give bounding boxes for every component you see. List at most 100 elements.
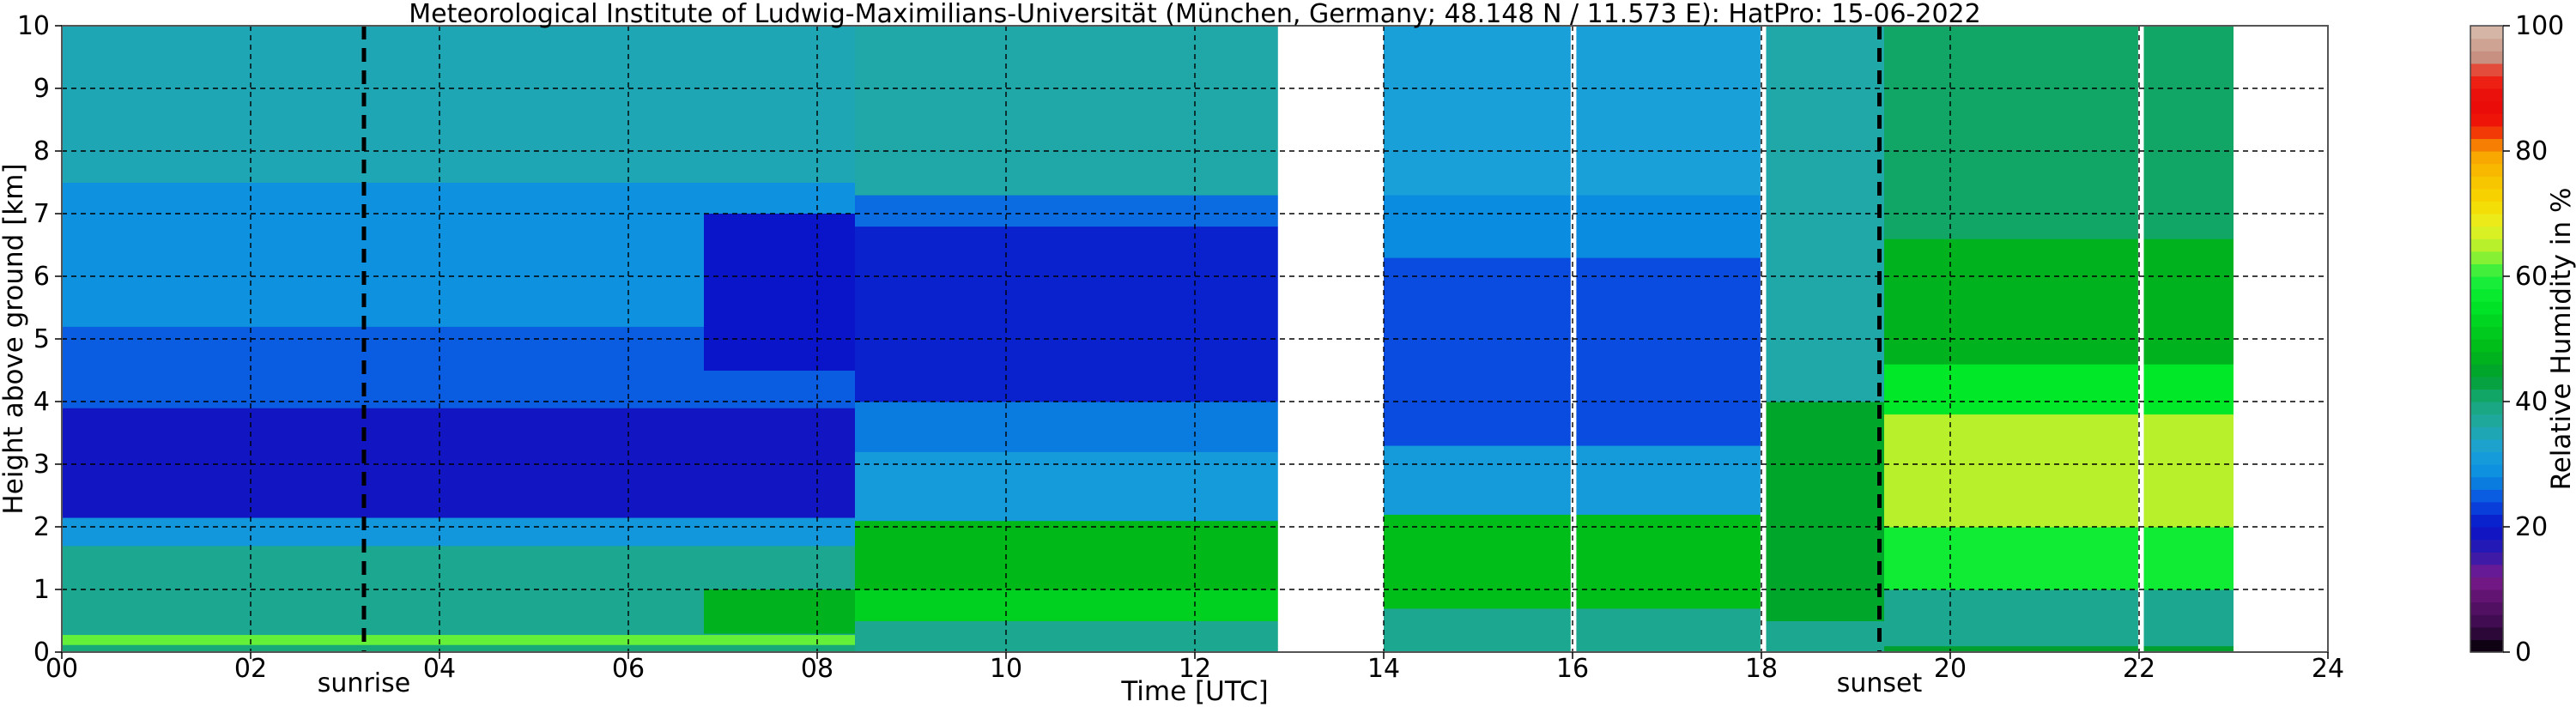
colorbar-segment [2470,226,2503,239]
y-tick-label: 1 [33,575,50,605]
colorbar-segment [2470,263,2503,277]
humidity-cell [1884,527,2234,590]
colorbar-tick-label: 40 [2515,387,2548,417]
humidity-cell [855,520,1279,590]
y-axis-label: Height above ground [km] [0,163,29,514]
colorbar-ticks: 0 20 40 60 80 100 [2503,11,2564,668]
colorbar-label: Relative Humidity in % [2546,188,2576,491]
grid-lines [62,26,2328,652]
colorbar-segment [2470,339,2503,353]
humidity-cell [855,589,1279,621]
x-tick-label: 00 [45,654,78,684]
colorbar-tick-label: 0 [2515,638,2531,668]
colorbar-segment [2470,313,2503,327]
colorbar-segment [2470,389,2503,402]
colorbar-segment [2470,464,2503,478]
humidity-cell [1884,26,2234,239]
colorbar-segment [2470,501,2503,515]
sun-marker-label: sunrise [318,668,410,698]
humidity-cell [1884,239,2234,365]
x-tick-label: 12 [1179,654,1211,684]
colorbar-segment [2470,214,2503,227]
colorbar-segment [2470,402,2503,415]
humidity-cell [704,214,856,371]
colorbar-segment [2470,276,2503,290]
x-tick-label: 20 [1934,654,1967,684]
humidity-cell [855,620,1279,652]
colorbar-segment [2470,176,2503,190]
humidity-cell [1766,402,1885,621]
colorbar-segment [2470,438,2503,452]
colorbar-segment [2470,514,2503,528]
colorbar-segment [2470,151,2503,165]
colorbar-segment [2470,301,2503,315]
colorbar-segment [2470,577,2503,590]
humidity-cell [1884,414,2234,528]
colorbar-segment [2470,326,2503,340]
x-tick-label: 18 [1745,654,1778,684]
humidity-cell [855,226,1279,402]
sun-marker-label: sunset [1837,668,1923,698]
humidity-cell [62,408,856,518]
colorbar-segment [2470,376,2503,390]
y-tick-label: 10 [17,11,50,41]
colorbar-segment [2470,76,2503,89]
colorbar-segment [2470,626,2503,640]
sun-markers: sunrise sunset [318,26,1923,698]
colorbar-segment [2470,188,2503,202]
colorbar-segment [2470,201,2503,215]
humidity-cell [855,402,1279,452]
colorbar-segment [2470,288,2503,302]
humidity-cell [1884,645,2234,652]
colorbar-segment [2470,138,2503,152]
colorbar-segment [2470,476,2503,490]
colorbar-segment [2470,564,2503,577]
y-tick-label: 6 [33,262,50,292]
colorbar-segment [2470,239,2503,252]
colorbar-segment [2470,489,2503,503]
colorbar-segment [2470,451,2503,465]
colorbar-tick-label: 80 [2515,136,2548,166]
colorbar-segment [2470,125,2503,139]
y-tick-label: 2 [33,512,50,542]
colorbar-tick-label: 60 [2515,262,2548,292]
colorbar-segment [2470,426,2503,440]
humidity-cell [1766,620,1885,652]
colorbar [2470,26,2503,653]
colorbar-segment [2470,639,2503,653]
x-tick-label: 24 [2312,654,2344,684]
humidity-cell [855,451,1279,522]
colorbar-segment [2470,113,2503,127]
colorbar-segment [2470,414,2503,427]
humidity-cell [62,517,856,547]
humidity-cell [62,634,856,645]
x-tick-label: 16 [1556,654,1589,684]
x-tick-label: 08 [801,654,833,684]
humidity-cell [1884,589,2234,647]
humidity-cell [1766,26,1885,402]
colorbar-segment [2470,601,2503,615]
humidity-cell [855,26,1279,196]
colorbar-segment [2470,614,2503,628]
colorbar-segment [2470,351,2503,365]
humidity-cell [62,26,856,183]
colorbar-tick-label: 100 [2515,11,2564,41]
colorbar-segment [2470,364,2503,378]
y-tick-label: 9 [33,74,50,104]
colorbar-segment [2470,51,2503,64]
x-tick-label: 22 [2123,654,2155,684]
y-tick-label: 7 [33,199,50,229]
colorbar-segment [2470,589,2503,603]
colorbar-segment [2470,38,2503,51]
colorbar-segment [2470,26,2503,39]
colorbar-frame [2470,25,2504,653]
x-tick-label: 06 [612,654,645,684]
y-tick-label: 3 [33,450,50,480]
x-tick-label: 14 [1367,654,1400,684]
humidity-cell [1884,364,2234,415]
colorbar-segment [2470,552,2503,565]
humidity-cell [704,589,856,634]
heatmap-plot-area [62,26,2328,652]
